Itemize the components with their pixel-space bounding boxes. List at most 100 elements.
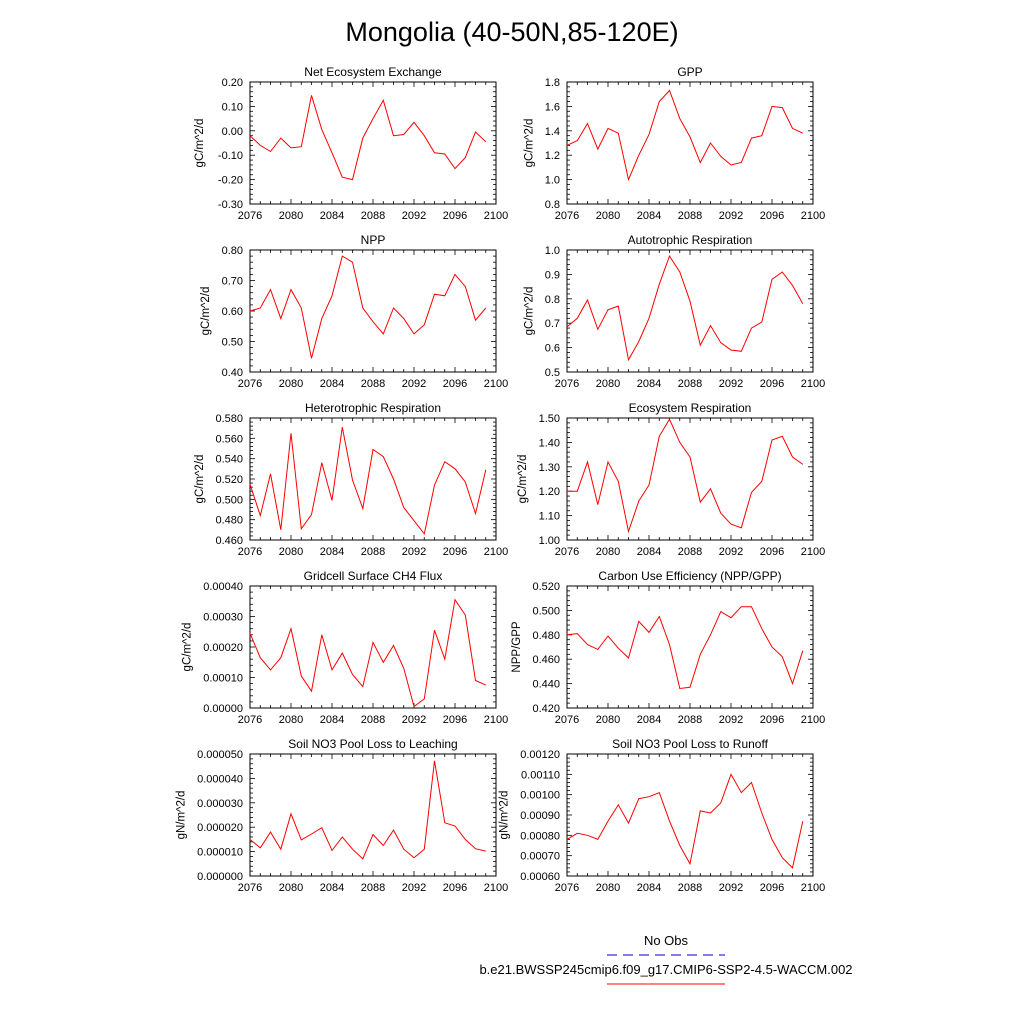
x-tick-label: 2100 [801, 210, 825, 222]
x-tick-label: 2084 [637, 714, 661, 726]
plot-frame [249, 249, 497, 373]
x-tick-label: 2100 [484, 378, 508, 390]
panel-title: Net Ecosystem Exchange [304, 65, 442, 79]
y-tick-label: 0.8 [545, 294, 560, 306]
x-tick-label: 2080 [596, 546, 620, 558]
panel-1: Net Ecosystem Exchange 2076 2080 2084 2088 20… [194, 65, 508, 222]
panel-10: Soil NO3 Pool Loss to Runoff 2076 2080 2084… [499, 737, 826, 894]
series-line [566, 89, 804, 182]
y-tick-label: 0.00020 [203, 642, 243, 654]
x-tick-label: 2096 [760, 378, 784, 390]
x-tick-label: 2092 [402, 546, 426, 558]
plot-frame [566, 249, 814, 373]
panel-title: Heterotrophic Respiration [305, 401, 441, 415]
panel-title: NPP [361, 233, 386, 247]
plot-frame [566, 585, 814, 709]
plot-frame [566, 81, 814, 205]
x-tick-label: 2076 [555, 210, 579, 222]
y-tick-label: 0.00 [222, 126, 243, 138]
plot-frame [249, 81, 497, 205]
series-line [249, 760, 486, 860]
x-tick-label: 2096 [760, 714, 784, 726]
y-tick-label: 1.30 [539, 462, 560, 474]
series-line [566, 606, 804, 690]
y-tick-label: 0.00010 [203, 673, 243, 685]
y-tick-label: 1.20 [539, 486, 560, 498]
x-tick-label: 2088 [361, 210, 385, 222]
plot-frame [249, 753, 497, 877]
y-tick-label: 1.0 [545, 245, 560, 257]
x-tick-label: 2096 [443, 714, 467, 726]
x-tick-label: 2092 [719, 546, 743, 558]
plot-frame [566, 753, 814, 877]
x-tick-label: 2084 [320, 378, 344, 390]
x-tick-label: 2080 [596, 210, 620, 222]
y-tick-label: 0.420 [532, 703, 560, 715]
x-tick-label: 2088 [361, 714, 385, 726]
legend: No Obs b.e21.BWSSP245cmip6.f09_g17.CMIP6… [479, 933, 853, 985]
x-tick-label: 2076 [238, 714, 262, 726]
x-tick-label: 2100 [484, 210, 508, 222]
y-tick-label: 0.480 [215, 515, 243, 527]
x-tick-label: 2080 [279, 546, 303, 558]
y-tick-label: 0.00000 [203, 703, 243, 715]
series-line [249, 427, 487, 536]
x-tick-label: 2092 [402, 714, 426, 726]
y-tick-label: 0.000050 [197, 749, 243, 761]
x-tick-label: 2088 [361, 546, 385, 558]
y-tick-label: 0.00090 [520, 810, 560, 822]
series-line [249, 95, 487, 181]
panel-7: Gridcell Surface CH4 Flux 2076 2080 2084 208… [182, 569, 509, 726]
y-tick-label: 0.5 [545, 367, 560, 379]
panel-4: Autotrophic Respiration 2076 2080 2084 2088 2… [523, 233, 825, 390]
x-tick-label: 2100 [801, 714, 825, 726]
panel-title: Ecosystem Respiration [629, 401, 752, 415]
x-tick-label: 2084 [320, 210, 344, 222]
panel-title: Carbon Use Efficiency (NPP/GPP) [598, 569, 781, 583]
panel-6: Ecosystem Respiration 2076 2080 2084 2088 209… [517, 401, 825, 558]
x-tick-label: 2084 [637, 546, 661, 558]
y-tick-label: 0.00110 [521, 769, 560, 781]
x-tick-label: 2092 [719, 882, 743, 894]
x-tick-label: 2076 [238, 378, 262, 390]
x-tick-label: 2100 [801, 882, 825, 894]
panel-title: Autotrophic Respiration [628, 233, 753, 247]
x-tick-label: 2076 [238, 546, 262, 558]
x-tick-label: 2084 [320, 882, 344, 894]
y-tick-label: -0.20 [218, 175, 243, 187]
x-tick-label: 2092 [719, 714, 743, 726]
x-tick-label: 2096 [760, 210, 784, 222]
y-tick-label: 0.000010 [197, 847, 243, 859]
y-tick-label: 0.8 [545, 199, 560, 211]
y-tick-label: 0.6 [545, 343, 560, 355]
y-tick-label: 1.00 [539, 535, 560, 547]
series-line [249, 598, 487, 708]
x-tick-label: 2096 [443, 210, 467, 222]
x-tick-label: 2076 [238, 882, 262, 894]
panel-9: Soil NO3 Pool Loss to Leaching 2076 2080 20… [175, 737, 508, 894]
panel-title: Soil NO3 Pool Loss to Leaching [288, 737, 457, 751]
x-tick-label: 2100 [484, 714, 508, 726]
y-tick-label: 0.00060 [520, 871, 560, 883]
x-tick-label: 2084 [637, 882, 661, 894]
x-tick-label: 2092 [402, 378, 426, 390]
legend-case-label: b.e21.BWSSP245cmip6.f09_g17.CMIP6-SSP2-4… [479, 962, 852, 977]
x-tick-label: 2080 [279, 882, 303, 894]
y-tick-label: 1.4 [545, 126, 560, 138]
y-axis-label: gC/m^2/d [194, 455, 206, 504]
x-tick-label: 2096 [760, 882, 784, 894]
y-tick-label: 0.9 [545, 269, 560, 281]
y-tick-label: 1.40 [539, 437, 560, 449]
y-tick-label: 0.00070 [520, 851, 560, 863]
x-tick-label: 2100 [484, 546, 508, 558]
y-tick-label: 1.6 [545, 101, 560, 113]
y-tick-label: 0.50 [222, 337, 243, 349]
plot-frame [249, 417, 497, 541]
y-tick-label: 0.460 [215, 535, 243, 547]
series-line [249, 255, 487, 359]
x-tick-label: 2080 [596, 714, 620, 726]
panel-title: Gridcell Surface CH4 Flux [304, 569, 443, 583]
y-tick-label: 1.0 [545, 175, 560, 187]
y-tick-label: 0.580 [215, 413, 243, 425]
x-tick-label: 2088 [678, 714, 702, 726]
